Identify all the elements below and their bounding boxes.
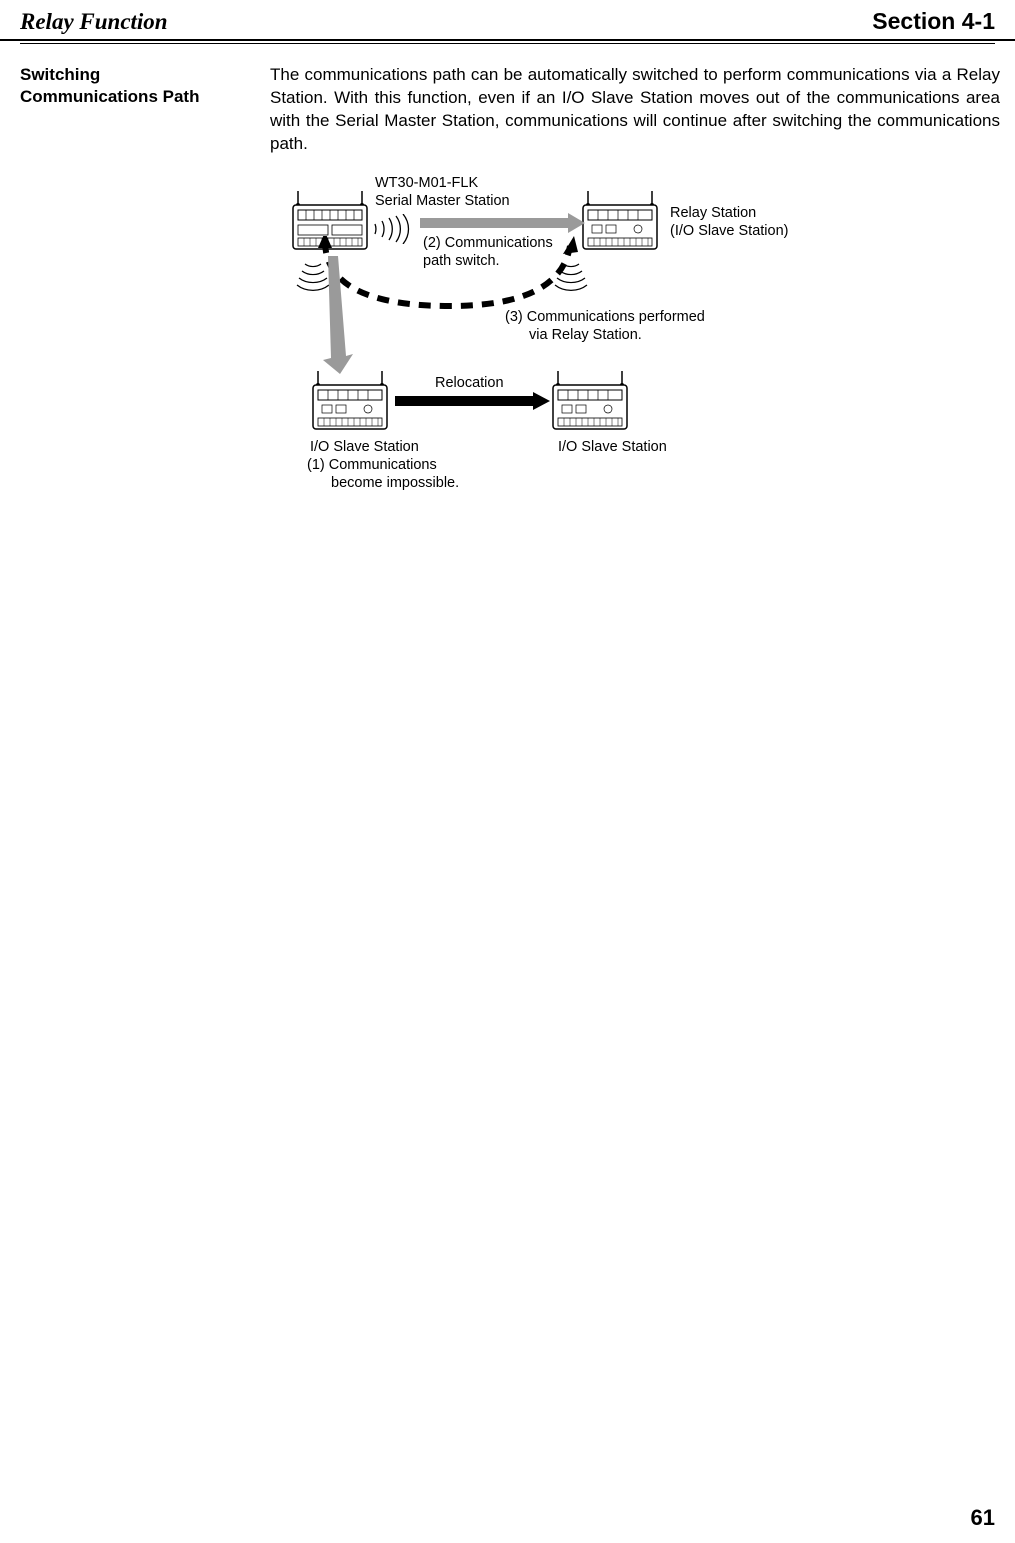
sidebar-heading: Switching Communications Path bbox=[20, 64, 250, 108]
label-relocation: Relocation bbox=[435, 374, 504, 392]
label-relay-line1: Relay Station bbox=[670, 205, 756, 221]
label-step1-line1: (1) Communications bbox=[307, 457, 437, 473]
page-number: 61 bbox=[971, 1505, 995, 1531]
label-step2-line1: (2) Communications bbox=[423, 235, 553, 251]
label-slave1: I/O Slave Station bbox=[310, 438, 419, 456]
label-relay-line2: (I/O Slave Station) bbox=[670, 223, 788, 239]
relocation-arrow bbox=[395, 392, 550, 410]
sidebar-heading-line2: Communications Path bbox=[20, 87, 199, 106]
gray-arrow-switch bbox=[420, 213, 585, 233]
label-master-line2: Serial Master Station bbox=[375, 193, 510, 209]
gray-arrow-down bbox=[318, 256, 358, 376]
label-master-line1: WT30-M01-FLK bbox=[375, 175, 478, 191]
body-paragraph: The communications path can be automatic… bbox=[270, 64, 1000, 156]
label-slave2: I/O Slave Station bbox=[558, 438, 667, 456]
label-step1-line2: become impossible. bbox=[307, 475, 459, 491]
sidebar-heading-line1: Switching bbox=[20, 65, 100, 84]
label-step3-line2: via Relay Station. bbox=[505, 327, 642, 343]
page-header: Relay Function Section 4-1 bbox=[0, 0, 1015, 41]
label-step2-line2: path switch. bbox=[423, 253, 500, 269]
device-slave-left-icon bbox=[310, 371, 390, 433]
label-relay: Relay Station (I/O Slave Station) bbox=[670, 204, 788, 240]
diagram: WT30-M01-FLK Serial Master Station Relay… bbox=[280, 176, 1000, 516]
radio-waves-relay bbox=[553, 258, 589, 301]
radio-waves-down-icon bbox=[553, 258, 589, 296]
label-step3: (3) Communications performed via Relay S… bbox=[505, 308, 705, 344]
label-master: WT30-M01-FLK Serial Master Station bbox=[375, 174, 510, 210]
header-left: Relay Function bbox=[20, 9, 168, 35]
device-slave-right bbox=[550, 371, 630, 427]
main: The communications path can be automatic… bbox=[270, 64, 1000, 516]
label-step1: (1) Communications become impossible. bbox=[307, 456, 459, 492]
header-right: Section 4-1 bbox=[872, 8, 995, 35]
device-slave-left bbox=[310, 371, 390, 427]
device-slave-right-icon bbox=[550, 371, 630, 433]
label-step3-line1: (3) Communications performed bbox=[505, 309, 705, 325]
sidebar: Switching Communications Path bbox=[20, 64, 250, 516]
label-step2: (2) Communications path switch. bbox=[423, 234, 553, 270]
content-area: Switching Communications Path The commun… bbox=[0, 44, 1015, 536]
